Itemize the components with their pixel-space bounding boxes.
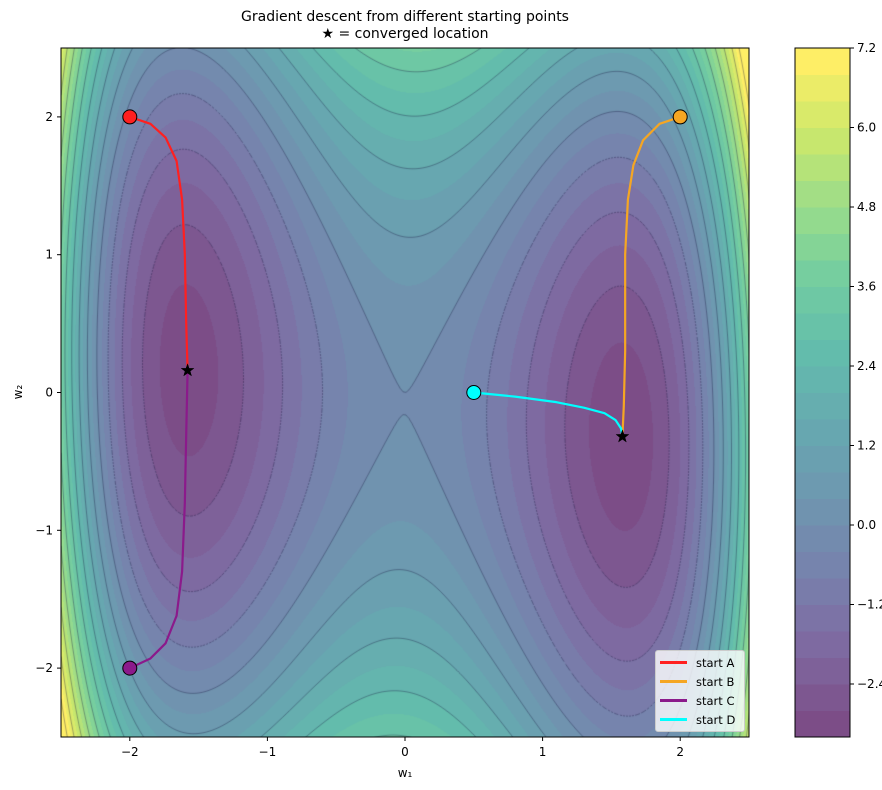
colorbar-band [795,710,850,738]
legend-swatch [660,718,687,721]
colorbar-band [795,207,850,234]
colorbar-band [795,498,850,526]
colorbar-band [795,233,850,261]
colorbar-tick-label: 2.4 [857,359,876,373]
legend-label: start B [696,674,735,689]
converged-star-icon [615,429,630,443]
colorbar-band [795,604,850,632]
colorbar-tick-label: 6.0 [857,121,876,135]
chart-subtitle: ★ = converged location [321,26,489,42]
colorbar-band [795,366,850,393]
legend-swatch [660,661,687,664]
trajectory-start-c [129,370,189,670]
colorbar-tick-label: −2.4 [857,677,882,691]
legend-entry: start B [656,672,744,691]
colorbar-band [795,657,850,685]
colorbar-band [795,260,850,287]
start-marker [122,109,138,125]
start-marker [672,109,688,125]
colorbar-band [795,525,850,552]
x-tick-label: 1 [539,745,547,759]
y-tick-label: 1 [45,248,53,262]
x-tick-label: −2 [121,745,139,759]
colorbar-band [795,419,850,446]
colorbar-tick-label: 7.2 [857,41,876,55]
legend-entry: start C [656,691,744,710]
x-tick-label: 2 [676,745,684,759]
y-tick-label: −1 [35,523,53,537]
colorbar-band [795,101,850,128]
trajectory-start-d [473,391,624,437]
x-axis-label: w₁ [398,766,413,780]
colorbar-tick-label: −1.2 [857,598,882,612]
y-tick-label: 2 [45,110,53,124]
start-marker [122,660,138,676]
colorbar-tick-label: 4.8 [857,200,876,214]
colorbar-band [795,286,850,314]
converged-star-icon [180,363,195,377]
colorbar-band [795,48,850,75]
plot-frame [60,47,750,738]
colorbar-band [795,631,850,658]
legend-entry: start A [656,653,744,672]
colorbar-band [795,551,850,579]
colorbar-band [795,154,850,181]
colorbar-band [795,445,850,473]
legend-label: start D [696,712,736,727]
legend-swatch [660,680,687,683]
colorbar-tick-label: 0.0 [857,518,876,532]
colorbar-band [795,313,850,340]
colorbar-band [795,578,850,605]
y-axis-label: w₂ [11,384,25,399]
colorbar-frame [794,47,851,738]
colorbar-tick-label: 1.2 [857,439,876,453]
colorbar-band [795,180,850,208]
trajectory-start-a [129,115,189,371]
legend-swatch [660,699,687,702]
start-marker [466,385,482,400]
legend-label: start A [696,655,735,670]
colorbar-band [795,472,850,499]
trajectory-start-b [621,115,681,437]
legend-label: start C [696,693,735,708]
y-tick-label: 0 [45,386,53,400]
colorbar-band [795,684,850,711]
colorbar-tick-label: 3.6 [857,280,876,294]
legend: start A start B start C start D [655,650,745,732]
colorbar-band [795,127,850,155]
y-tick-label: −2 [35,661,53,675]
x-tick-label: −1 [259,745,277,759]
colorbar-band [795,392,850,420]
colorbar-band [795,74,850,102]
chart-title: Gradient descent from different starting… [241,9,569,25]
x-tick-label: 0 [401,745,409,759]
colorbar-band [795,339,850,367]
legend-entry: start D [656,710,744,729]
